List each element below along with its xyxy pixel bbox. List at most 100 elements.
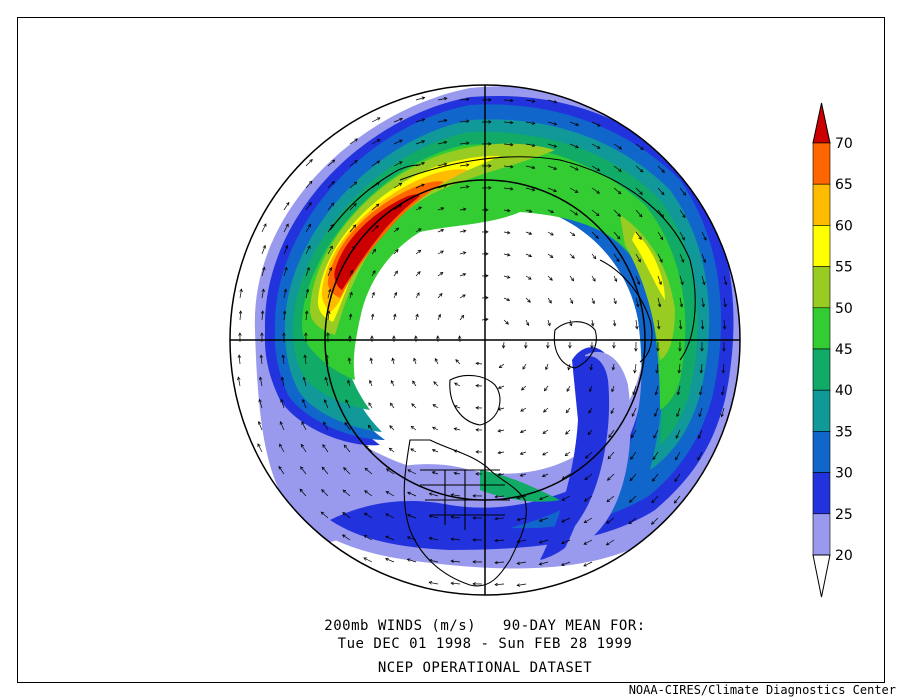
wind-arrow <box>525 187 535 191</box>
wind-vectors <box>237 96 728 587</box>
wind-arrow <box>561 561 571 566</box>
wind-arrow <box>305 267 310 277</box>
wind-arrow-head <box>613 300 617 305</box>
wind-arrow <box>525 121 535 125</box>
wind-arrow-head <box>657 303 662 308</box>
wind-arrow <box>347 380 351 387</box>
wind-arrow-head <box>349 291 353 296</box>
wind-arrow <box>415 206 422 211</box>
wind-arrow <box>498 451 505 454</box>
wind-arrow <box>723 297 726 307</box>
wind-arrow <box>635 231 642 240</box>
wind-arrow-head <box>286 201 290 206</box>
wind-arrow <box>542 473 549 477</box>
wind-arrow <box>565 451 571 456</box>
wind-speed-field <box>230 85 740 595</box>
wind-arrow <box>503 209 510 212</box>
wind-arrow <box>321 511 329 519</box>
wind-arrow <box>525 209 532 213</box>
wind-arrow-head <box>466 97 470 102</box>
wind-arrow <box>261 267 265 277</box>
wind-arrow <box>539 495 549 500</box>
wind-arrow-head <box>608 434 612 438</box>
wind-arrow-head <box>282 332 286 336</box>
caption-line-1: 200mb WINDS (m/s) 90-DAY MEAN FOR: <box>324 618 646 634</box>
wind-arrow <box>363 557 373 563</box>
colorbar-tick-label: 35 <box>835 424 853 440</box>
wind-arrow <box>591 187 600 194</box>
wind-arrow-head <box>421 96 426 100</box>
wind-arrow-head <box>417 271 421 275</box>
wind-arrow <box>370 358 373 365</box>
wind-arrow-head <box>640 146 644 150</box>
wind-arrow <box>569 253 575 259</box>
wind-arrow-head <box>428 492 433 496</box>
wind-arrow <box>392 358 395 365</box>
wind-arrow-head <box>238 310 243 314</box>
wind-arrow-head <box>636 281 641 285</box>
wind-arrow <box>503 231 510 234</box>
wind-arrow <box>283 202 290 211</box>
wind-arrow <box>393 139 403 145</box>
us-state-lines <box>420 469 510 535</box>
wind-arrow-head <box>494 516 498 521</box>
wind-arrow-head <box>375 203 380 208</box>
wind-arrow-head <box>308 202 312 206</box>
wind-arrow-head <box>595 235 599 239</box>
wind-arrow-head <box>546 345 550 349</box>
wind-arrow <box>723 319 726 329</box>
wind-arrow-head <box>368 402 372 406</box>
wind-arrow-head <box>321 489 325 493</box>
wind-arrow <box>415 292 420 299</box>
wind-arrow-head <box>347 357 352 362</box>
wind-arrow <box>459 208 466 211</box>
wind-arrow <box>543 407 549 413</box>
wind-arrow-head <box>590 345 594 349</box>
wind-arrow <box>393 204 402 211</box>
wind-arrow <box>652 451 659 460</box>
wind-arrow-head <box>525 322 530 327</box>
wind-arrow <box>499 363 505 368</box>
wind-arrow <box>569 121 579 126</box>
wind-arrow <box>631 429 637 438</box>
latitude-circle <box>324 179 646 501</box>
wind-arrow <box>303 377 307 387</box>
wind-arrow-head <box>575 144 579 149</box>
colorbar-tick-label: 40 <box>835 383 853 399</box>
wind-arrow-head <box>543 409 547 413</box>
wind-arrow-head <box>395 249 399 253</box>
wind-arrow-head <box>390 379 394 384</box>
wind-arrow <box>261 311 264 321</box>
wind-arrow <box>498 385 505 389</box>
wind-arrow <box>591 319 594 326</box>
wind-arrow-head <box>494 538 498 543</box>
colorbar-tick-label: 25 <box>835 507 853 523</box>
wind-arrow-head <box>550 209 555 214</box>
wind-arrow-head <box>549 277 553 281</box>
wind-arrow <box>722 363 725 373</box>
wind-arrow-head <box>510 187 514 191</box>
wind-arrow <box>371 225 379 233</box>
wind-arrow <box>657 209 664 218</box>
wind-arrow-head <box>432 404 437 408</box>
wind-arrow-head <box>428 536 433 541</box>
wind-arrow <box>393 270 398 277</box>
map-grid <box>229 84 741 596</box>
wind-arrow-head <box>595 212 600 217</box>
wind-arrow-head <box>421 140 426 144</box>
wind-arrow <box>455 359 461 365</box>
wind-arrow-head <box>614 278 618 283</box>
wind-arrow <box>283 223 289 233</box>
wind-arrow <box>585 451 593 459</box>
wind-arrow <box>437 207 444 211</box>
wind-arrow-head <box>323 421 327 426</box>
wind-arrow-head <box>516 583 521 587</box>
wind-arrow-head <box>510 164 514 169</box>
wind-arrow <box>542 451 549 456</box>
wind-arrow-head <box>421 118 426 122</box>
wind-arrow-head <box>349 269 354 274</box>
wind-arrow-head <box>584 476 588 481</box>
wind-arrow-head <box>263 223 267 227</box>
wind-arrow-head <box>307 223 312 228</box>
wind-arrow-head <box>369 357 373 362</box>
